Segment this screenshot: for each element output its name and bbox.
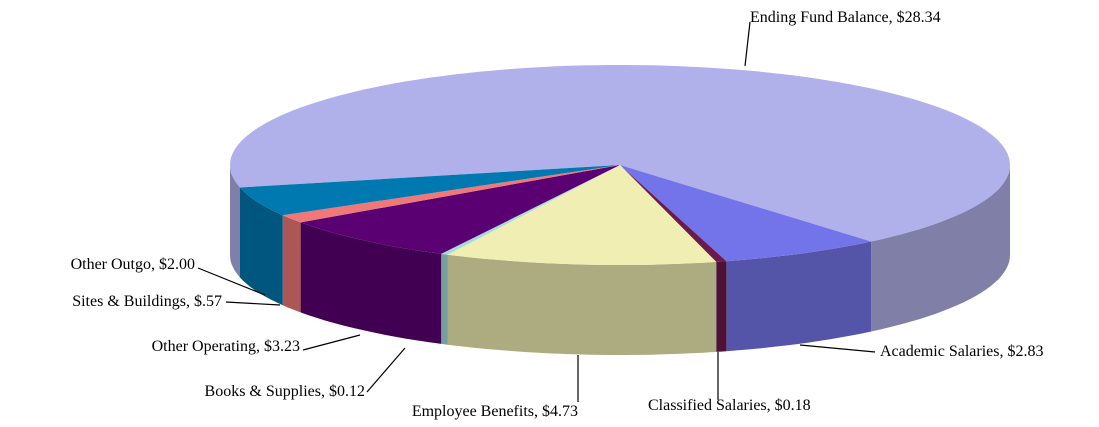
value-label: $.57 (194, 293, 222, 310)
pie-slice (620, 165, 872, 262)
label-separator: , (1000, 343, 1008, 360)
value-label: $2.00 (159, 256, 195, 273)
data-label: Academic Salaries, $2.83 (880, 343, 1044, 360)
leader-line (799, 344, 876, 353)
pie-slice (441, 165, 620, 255)
label-separator: , (151, 256, 159, 273)
category-label: Sites & Buildings (72, 293, 186, 310)
value-label: $0.18 (775, 397, 811, 414)
value-label: $0.12 (329, 383, 365, 400)
pie-slice (620, 165, 727, 262)
data-label: Books & Supplies, $0.12 (205, 383, 365, 400)
leader-line (302, 334, 361, 351)
data-label: Other Operating, $3.23 (152, 338, 300, 355)
category-label: Academic Salaries (880, 343, 1000, 360)
pie-slice (230, 65, 1011, 242)
label-separator: , (767, 397, 775, 414)
label-separator: , (889, 9, 897, 26)
label-separator: , (321, 383, 329, 400)
data-label: Classified Salaries, $0.18 (648, 397, 811, 414)
category-label: Employee Benefits (412, 403, 534, 420)
data-label: Ending Fund Balance, $28.34 (750, 9, 941, 26)
data-label: Sites & Buildings, $.57 (72, 293, 222, 310)
leader-line (366, 347, 406, 393)
pie-slice-side (726, 241, 872, 352)
value-label: $4.73 (542, 403, 578, 420)
label-separator: , (256, 338, 264, 355)
label-separator: , (534, 403, 542, 420)
pie-slice-side (441, 253, 448, 345)
value-label: $2.83 (1008, 343, 1044, 360)
pie-slice-side (447, 254, 717, 355)
pie-slice (240, 165, 620, 216)
pie-slice-side (716, 261, 727, 352)
pie-slice-side (282, 215, 301, 313)
pie-slice-side (871, 165, 1010, 332)
pie-slice-side (230, 165, 240, 278)
pie-slice-side (300, 222, 442, 344)
value-label: $28.34 (897, 9, 941, 26)
leader-line (197, 267, 266, 296)
value-label: $3.23 (264, 338, 300, 355)
category-label: Other Operating (152, 338, 256, 355)
pie-slice (447, 165, 717, 265)
category-label: Books & Supplies (205, 383, 321, 400)
category-label: Ending Fund Balance (750, 9, 889, 26)
leader-line (225, 301, 281, 306)
pie-slice-side (240, 187, 283, 306)
pie-slice (300, 165, 620, 254)
category-label: Classified Salaries (648, 397, 767, 414)
pie-slice (282, 165, 620, 223)
category-label: Other Outgo (71, 256, 151, 273)
leader-line (744, 21, 751, 67)
data-label: Other Outgo, $2.00 (71, 256, 195, 273)
label-separator: , (186, 293, 194, 310)
data-label: Employee Benefits, $4.73 (412, 403, 578, 420)
